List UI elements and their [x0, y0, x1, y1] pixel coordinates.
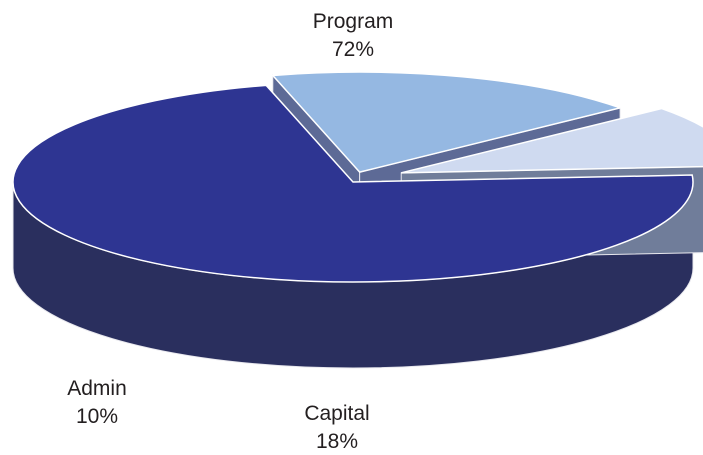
pie-tops — [12, 71, 703, 283]
label-name-capital: Capital — [304, 402, 369, 425]
label-name-program: Program — [313, 10, 394, 33]
label-value-program: 72% — [332, 38, 374, 61]
label-value-capital: 18% — [316, 430, 358, 453]
label-name-admin: Admin — [67, 377, 127, 400]
slice-admin — [401, 107, 703, 174]
slice-program — [12, 84, 694, 283]
pie-labels: Program 72% Capital 18% Admin 10% — [67, 10, 393, 453]
label-value-admin: 10% — [76, 405, 118, 428]
slice-capital — [271, 71, 623, 173]
